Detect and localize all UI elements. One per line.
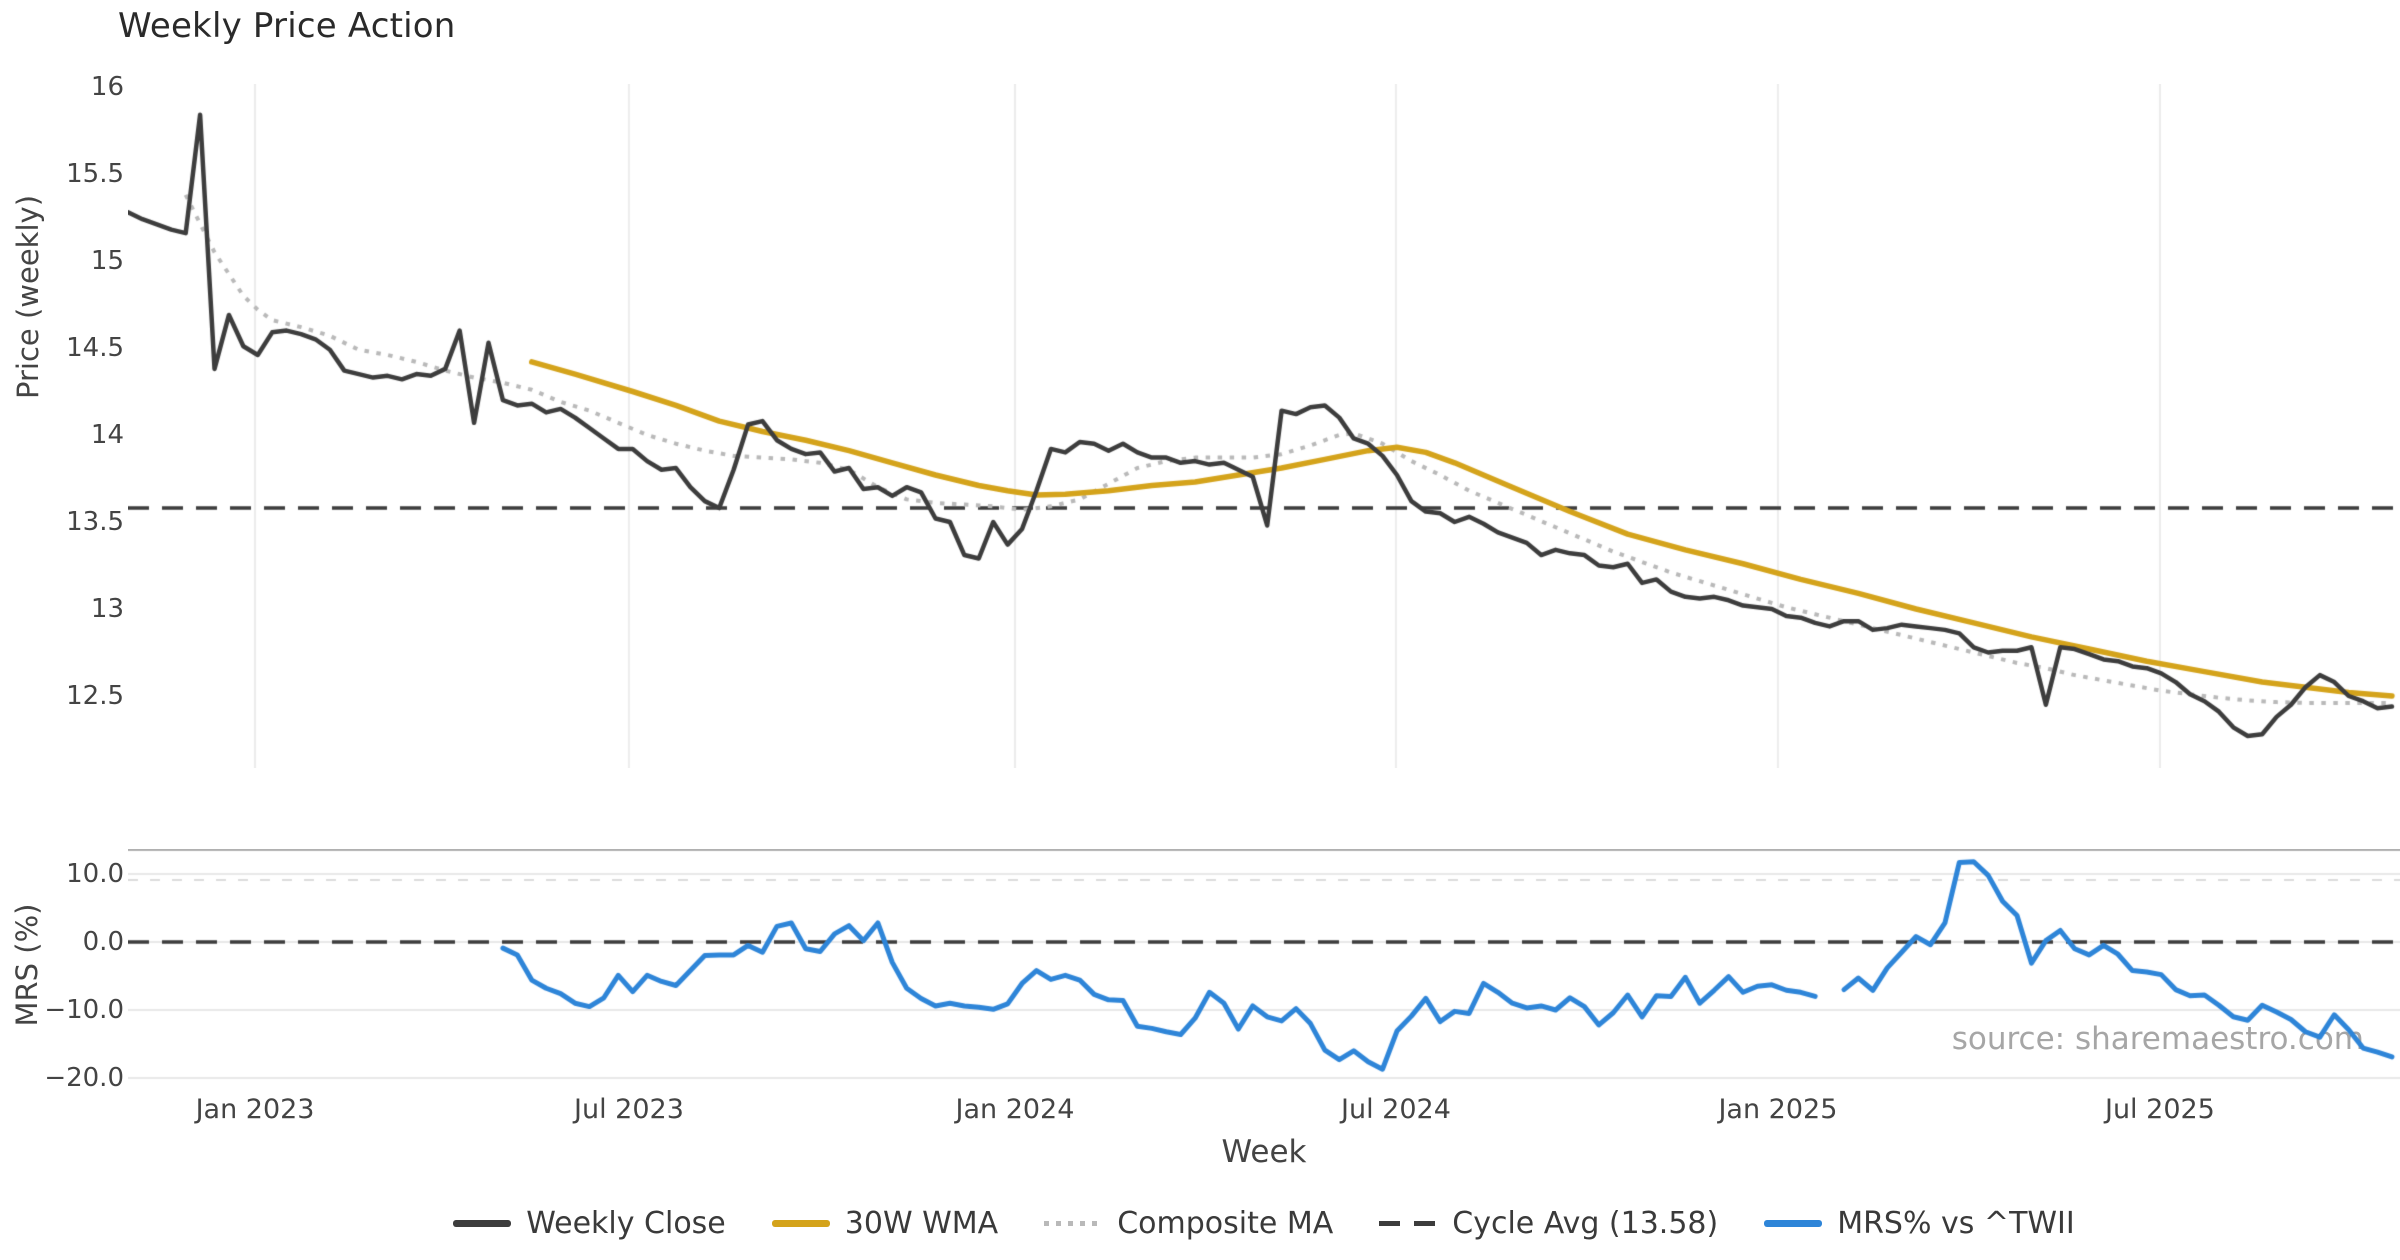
legend-item-weekly-close[interactable]: Weekly Close (453, 1206, 726, 1241)
x-tick-label: Jan 2025 (1718, 1094, 1838, 1125)
legend-label: 30W WMA (844, 1206, 999, 1241)
x-axis-title: Week (1221, 1134, 1307, 1170)
x-tick-label: Jan 2023 (195, 1094, 315, 1125)
legend-dotted-line-swatch (1044, 1221, 1103, 1226)
x-tick-label: Jul 2023 (574, 1094, 684, 1125)
mrs-plot-area[interactable] (128, 849, 2400, 1085)
mrs-ytick-label: −20.0 (44, 1063, 124, 1093)
price-ytick-label: 12.5 (66, 681, 124, 711)
legend-item-composite-ma[interactable]: Composite MA (1044, 1206, 1333, 1241)
legend-label: Composite MA (1117, 1206, 1334, 1241)
mrs-ytick-label: 0.0 (82, 927, 124, 957)
chart-title: Weekly Price Action (118, 6, 456, 46)
legend-label: Weekly Close (526, 1206, 726, 1241)
legend-item-cycle-avg-13-58-[interactable]: Cycle Avg (13.58) (1379, 1206, 1718, 1241)
legend-solid-line-swatch (453, 1220, 512, 1227)
price-ytick-label: 13 (90, 594, 124, 624)
legend-solid-line-swatch (1764, 1220, 1823, 1227)
legend-item-mrs-vs-twii[interactable]: MRS% vs ^TWII (1764, 1206, 2075, 1241)
price-plot-area[interactable] (128, 84, 2400, 768)
price-ytick-label: 15 (90, 246, 124, 276)
legend-dashed-line-swatch (1379, 1221, 1438, 1226)
x-tick-label: Jan 2024 (955, 1094, 1075, 1125)
price-ytick-label: 16 (90, 72, 124, 102)
x-tick-label: Jul 2025 (2104, 1094, 2215, 1125)
legend-solid-line-swatch (771, 1220, 830, 1227)
x-tick-label: Jul 2024 (1341, 1094, 1451, 1125)
price-ytick-label: 15.5 (66, 159, 124, 189)
mrs-ytick-label: 10.0 (66, 859, 124, 889)
legend: Weekly Close 30W WMA Composite MA Cycle Avg… (128, 1206, 2400, 1241)
mrs-ytick-label: −10.0 (44, 995, 124, 1025)
legend-label: MRS% vs ^TWII (1837, 1206, 2075, 1241)
price-ytick-label: 13.5 (66, 507, 124, 537)
price-ytick-label: 14 (90, 420, 124, 450)
legend-label: Cycle Avg (13.58) (1452, 1206, 1719, 1241)
legend-item-30w-wma[interactable]: 30W WMA (771, 1206, 999, 1241)
price-ytick-label: 14.5 (66, 333, 124, 363)
